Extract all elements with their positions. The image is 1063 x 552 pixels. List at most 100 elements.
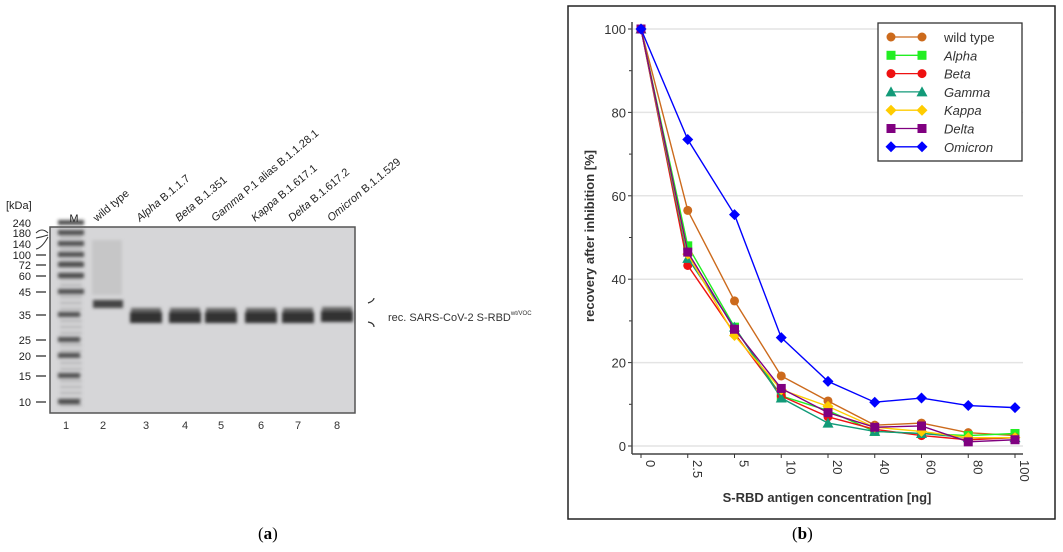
- legend-item: Delta: [886, 122, 974, 137]
- legend-marker: [917, 32, 927, 42]
- legend-marker: [886, 69, 896, 79]
- legend-item: Kappa: [885, 103, 982, 118]
- marker-smear: [60, 266, 82, 268]
- data-point: [869, 396, 881, 408]
- marker-smear: [60, 338, 82, 340]
- band-label: rec. SARS-CoV-2 S-RBDwt/VOC: [388, 311, 532, 324]
- lane-number: 3: [143, 420, 149, 432]
- legend-item: Beta: [886, 67, 971, 82]
- chart-frame: [567, 5, 1056, 520]
- data-point: [823, 408, 833, 418]
- lane-band: [282, 312, 314, 323]
- series-delta: [636, 24, 1020, 447]
- y-tick-label: 0: [619, 439, 626, 454]
- x-tick-label: 10: [783, 460, 798, 474]
- legend-item: Omicron: [885, 140, 993, 155]
- lane-band: [169, 312, 201, 323]
- marker-smear: [60, 386, 82, 388]
- marker-size-label: 25: [19, 335, 31, 347]
- lane-band: [321, 311, 353, 322]
- x-tick-label: 60: [924, 460, 939, 474]
- lane-smear: [92, 240, 122, 295]
- data-point: [730, 296, 739, 306]
- legend-label: Beta: [944, 67, 971, 82]
- data-point: [683, 241, 693, 251]
- marker-tick: [35, 236, 49, 250]
- marker-smear: [60, 260, 82, 262]
- data-point: [962, 400, 974, 412]
- data-point: [916, 392, 927, 404]
- lane-number: 4: [182, 420, 188, 432]
- data-point: [730, 324, 739, 334]
- marker-smear: [60, 296, 82, 298]
- data-point: [1009, 402, 1021, 414]
- marker-smear: [60, 254, 82, 256]
- marker-size-label: 72: [19, 260, 31, 272]
- marker-size-label: 45: [19, 287, 31, 299]
- legend-label: wild type: [943, 30, 995, 45]
- x-tick-label: 20: [830, 460, 845, 474]
- lane-number: 8: [334, 420, 340, 432]
- marker-size-label: 240: [13, 218, 31, 230]
- caption-a: (a): [258, 524, 278, 543]
- lane-number: 7: [295, 420, 301, 432]
- marker-smear: [60, 326, 82, 328]
- legend-marker: [916, 141, 928, 153]
- y-tick-label: 20: [612, 356, 626, 371]
- data-point: [870, 422, 880, 432]
- marker-smear: [60, 332, 82, 334]
- marker-smear: [60, 230, 82, 232]
- marker-band: [58, 220, 84, 225]
- marker-band: [58, 399, 80, 404]
- marker-smear: [60, 398, 82, 400]
- marker-smear: [60, 272, 82, 274]
- band-bracket-top: [367, 297, 375, 304]
- legend-label: Kappa: [944, 103, 982, 118]
- marker-band: [58, 262, 84, 267]
- marker-smear: [60, 374, 82, 376]
- data-point: [683, 205, 693, 215]
- y-axis-label: recovery after inhibition [%]: [582, 150, 597, 322]
- marker-band: [58, 273, 84, 278]
- data-point: [683, 247, 693, 257]
- marker-smear: [60, 368, 82, 370]
- legend-item: Alpha: [886, 48, 977, 63]
- lane-band: [245, 312, 277, 323]
- marker-smear: [60, 284, 82, 286]
- legend-marker: [916, 104, 928, 116]
- x-tick-label: 40: [877, 460, 892, 474]
- legend-marker: [886, 124, 896, 133]
- legend-marker: [917, 50, 927, 60]
- series-omicron: [635, 23, 1021, 414]
- data-point: [682, 134, 694, 146]
- x-tick-label: 5: [737, 460, 752, 467]
- marker-smear: [60, 380, 82, 382]
- marker-smear: [60, 362, 82, 364]
- marker-tick: [35, 229, 49, 234]
- lane-band: [93, 300, 123, 308]
- legend-marker: [885, 86, 897, 97]
- marker-size-label: 35: [19, 310, 31, 322]
- marker-smear: [60, 392, 82, 394]
- legend-label: Gamma: [944, 85, 990, 100]
- marker-tick: [35, 234, 49, 239]
- y-tick-label: 100: [604, 22, 626, 37]
- y-tick-label: 40: [612, 272, 626, 287]
- lane-band-upper: [206, 308, 236, 312]
- marker-smear: [60, 350, 82, 352]
- caption-b: (b): [792, 524, 813, 543]
- lane-band-upper: [246, 308, 276, 312]
- data-point: [1010, 435, 1020, 445]
- marker-size-label: 180: [13, 228, 31, 240]
- marker-smear: [60, 404, 82, 406]
- lane-band-upper: [283, 308, 313, 312]
- x-tick-label: 0: [643, 460, 658, 467]
- lane-number: 6: [258, 420, 264, 432]
- lane-number: 1: [63, 420, 69, 432]
- x-tick-label: 100: [1017, 460, 1032, 482]
- lane-band-upper: [322, 307, 352, 311]
- legend-marker: [886, 32, 896, 42]
